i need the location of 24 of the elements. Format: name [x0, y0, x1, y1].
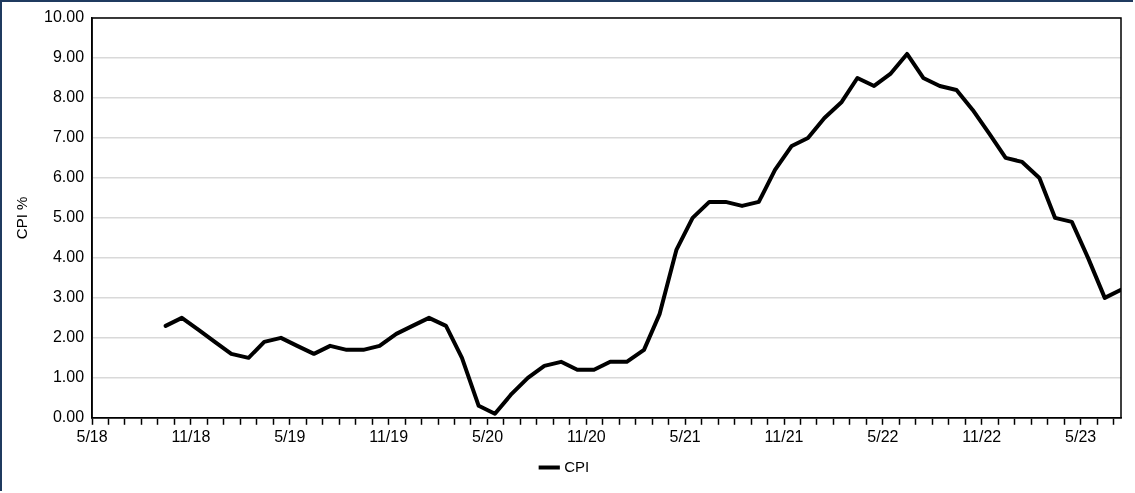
x-tick-label: 11/21: [764, 427, 804, 445]
x-tick-label: 5/19: [274, 427, 306, 445]
y-tick-label: 9.00: [52, 48, 85, 66]
y-axis-title: CPI %: [13, 196, 31, 240]
x-tick-label: 5/23: [1065, 427, 1097, 445]
x-tick-label: 11/22: [962, 427, 1002, 445]
y-tick-label: 8.00: [52, 88, 85, 106]
legend-label: CPI: [564, 457, 590, 475]
y-tick-label: 6.00: [52, 168, 85, 186]
x-tick-label: 11/19: [369, 427, 409, 445]
x-tick-label: 11/20: [566, 427, 606, 445]
y-tick-label: 3.00: [52, 288, 85, 306]
y-tick-label: 10.00: [43, 8, 85, 26]
x-tick-label: 5/21: [669, 427, 701, 445]
y-tick-label: 7.00: [52, 128, 85, 146]
y-tick-label: 4.00: [52, 248, 85, 266]
x-tick-label: 11/18: [171, 427, 211, 445]
y-tick-label: 5.00: [52, 208, 85, 226]
y-tick-label: 0.00: [52, 408, 85, 426]
y-tick-label: 2.00: [52, 328, 85, 346]
x-tick-label: 5/18: [76, 427, 108, 445]
x-tick-label: 5/20: [471, 427, 504, 445]
x-tick-label: 5/22: [867, 427, 899, 445]
y-tick-label: 1.00: [52, 368, 85, 386]
